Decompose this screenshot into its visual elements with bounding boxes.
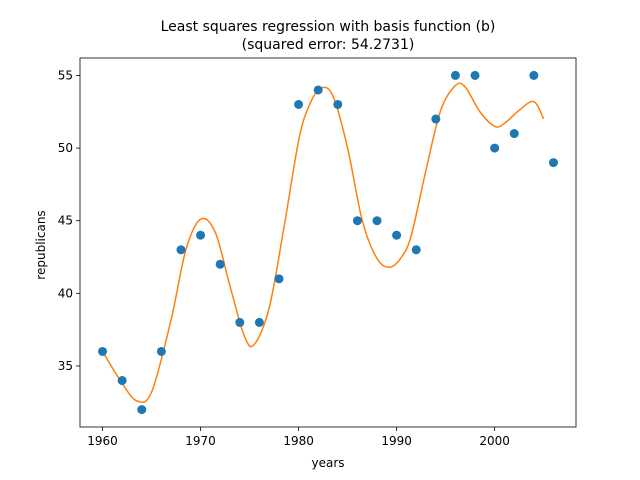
- data-point: [470, 70, 480, 80]
- data-point: [372, 216, 382, 226]
- chart-title: Least squares regression with basis func…: [161, 19, 496, 35]
- plot-area: 1960 1970 1980 1990 2000 35 40 45 50 55: [58, 57, 577, 448]
- data-point: [333, 99, 343, 109]
- data-point: [529, 70, 539, 80]
- data-point: [411, 245, 421, 255]
- axes-frame: [79, 57, 577, 428]
- data-point: [431, 114, 441, 124]
- data-point: [313, 85, 323, 95]
- data-point: [156, 346, 166, 356]
- y-tick-label: 35: [58, 359, 73, 373]
- x-axis-label: years: [311, 456, 344, 470]
- x-tick-label: 1990: [381, 434, 412, 448]
- data-point: [450, 70, 460, 80]
- regression-curve: [101, 82, 545, 404]
- data-point: [176, 245, 186, 255]
- data-point: [254, 317, 264, 327]
- data-point: [215, 259, 225, 269]
- x-tick-label: 1970: [185, 434, 216, 448]
- chart-subtitle: (squared error: 54.2731): [242, 37, 415, 53]
- y-tick-label: 45: [58, 214, 73, 228]
- x-tick-label: 1960: [87, 434, 118, 448]
- data-point: [490, 143, 500, 153]
- data-point: [352, 216, 362, 226]
- data-point: [274, 274, 284, 284]
- data-point: [235, 317, 245, 327]
- data-point: [294, 99, 304, 109]
- x-tick-label: 1980: [283, 434, 314, 448]
- data-point: [117, 376, 127, 386]
- data-point: [509, 129, 519, 139]
- y-tick-label: 40: [58, 286, 73, 300]
- x-tick-label: 2000: [479, 434, 510, 448]
- y-tick-label: 55: [58, 68, 73, 82]
- y-tick-label: 50: [58, 141, 73, 155]
- y-axis-label: republicans: [34, 210, 48, 279]
- data-point: [137, 405, 147, 415]
- data-point: [392, 230, 402, 240]
- data-point: [196, 230, 206, 240]
- data-point: [548, 158, 558, 168]
- data-point: [98, 346, 108, 356]
